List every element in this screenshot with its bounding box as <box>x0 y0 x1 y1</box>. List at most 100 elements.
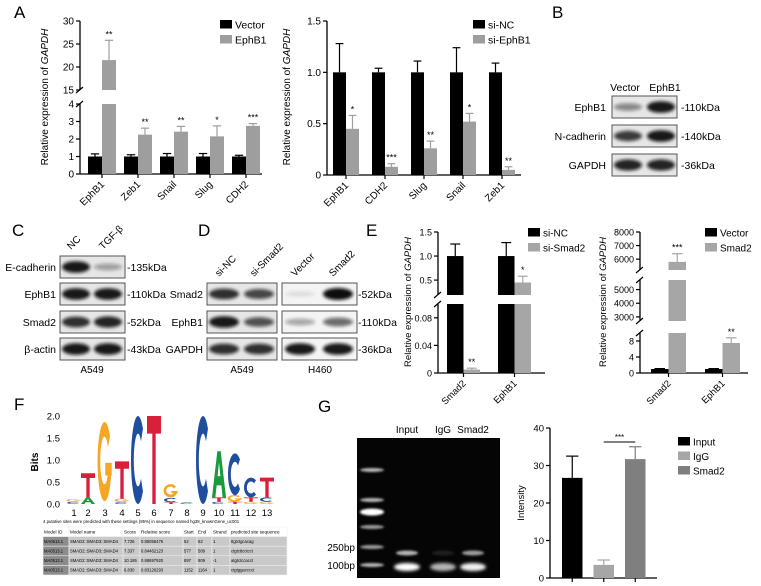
logo-letter-shape <box>244 477 256 498</box>
table-cell-value: 589 <box>198 549 206 554</box>
position-label: 12 <box>246 508 257 519</box>
protein-band <box>323 343 353 355</box>
y-tick-label: 3000 <box>614 312 634 322</box>
ladder-band <box>360 545 384 549</box>
ladder-band <box>360 563 384 567</box>
bar-si-nc-slug <box>411 72 424 175</box>
logo-letter-g-icon <box>163 484 178 498</box>
x-tick-label: Smad2 <box>645 378 674 407</box>
protein-band <box>209 316 239 328</box>
y-tick-label: 0 <box>68 170 74 181</box>
lane-label: IgG <box>435 425 451 436</box>
logo-letter-shape <box>81 497 95 504</box>
table-cell-value: ttgtctgcacag <box>231 539 254 544</box>
logo-letter-g-icon <box>97 421 112 502</box>
y-tick-label: 40 <box>533 424 544 435</box>
protein-band <box>209 288 239 300</box>
protein-label: GAPDH <box>166 344 203 356</box>
table-cell-value: MA0513.1 <box>44 558 64 563</box>
axis-break-mark <box>635 276 644 284</box>
lane-label: TGF-β <box>97 224 126 253</box>
bar-values-igg <box>593 564 614 578</box>
y-tick-label: 30 <box>63 17 75 28</box>
logo-letter-c-icon <box>212 501 224 504</box>
table-header-label: Strand <box>213 529 227 534</box>
bar-ephb1-cdh2 <box>246 125 260 174</box>
position-label: 3 <box>102 508 107 519</box>
table-cell-value: 52 <box>184 539 189 544</box>
y-axis-title: Relative expression of GAPDH <box>403 237 414 367</box>
protein-label: EphB1 <box>171 317 203 329</box>
bar-si-smad2-smad2 <box>463 369 480 373</box>
protein-band <box>94 263 122 271</box>
axis-break-mark <box>75 100 84 108</box>
logo-letter-shape <box>105 462 112 476</box>
y-axis-title: Relative expression of GAPDH <box>598 237 609 367</box>
dna-band <box>462 550 484 556</box>
logo-letter-g-icon <box>243 501 258 504</box>
y-tick-label: 6000 <box>614 255 634 265</box>
y-tick-label: 3 <box>68 117 74 128</box>
logo-letter-shape <box>115 461 129 499</box>
significance-label: ** <box>141 117 149 127</box>
y-tick-label: 1.5 <box>307 17 321 28</box>
bar-vector-cdh2 <box>232 156 246 174</box>
table-cell-value: 1 <box>213 568 216 573</box>
legend-label: si-EphB1 <box>488 35 531 47</box>
logo-letter-shape <box>163 484 178 498</box>
logo-letter-shape <box>81 473 95 498</box>
bar-si-nc-ephb1 <box>333 72 346 175</box>
bar-ephb1-ephb1 <box>102 104 116 174</box>
table-header-label: Model ID <box>44 529 63 534</box>
bar-si-smad2-ephb1 <box>514 304 531 373</box>
bar-smad2-ephb1 <box>722 343 740 373</box>
bar-chart-g2: 0 10 20 30 40 Intensity Input IgG Smad2 *** <box>516 424 725 585</box>
cell-line-label: A549 <box>80 365 104 376</box>
blot-box <box>206 337 278 361</box>
y-tick-label: 1.5 <box>419 228 432 238</box>
table-cell-value: 1164 <box>198 568 208 573</box>
blot-box <box>281 310 358 334</box>
table-cell-value: SMAD2::SMAD3::SMAD4 <box>70 558 119 563</box>
logo-letter-c-icon <box>228 453 240 496</box>
protein-band <box>285 291 315 297</box>
position-label: 8 <box>184 508 189 519</box>
legend-swatch <box>220 35 232 44</box>
logo-letter-shape <box>227 494 242 502</box>
table-cell-value: SMAD2::SMAD3::SMAD4 <box>70 539 119 544</box>
y-axis-title: Bits <box>30 452 41 471</box>
logo-letter-g-icon <box>227 494 242 502</box>
position-label: 13 <box>262 508 273 519</box>
cell-line-label: A549 <box>230 365 254 376</box>
logo-letter-c-icon <box>115 502 127 504</box>
western-blot-c: NC TGF-β E-cadherin -135kDa EphB1 -110kDa Smad… <box>5 224 167 361</box>
legend-label: si-Smad2 <box>543 244 586 255</box>
x-tick-label: EphB1 <box>322 180 351 209</box>
table-header-label: Relative score <box>141 529 171 534</box>
logo-letter-t-icon <box>81 473 95 498</box>
bar-chart-a1: 0 1 2 3 4 15 20 25 30 Relative expression of GAPD… <box>40 17 267 209</box>
significance-label: *** <box>248 113 259 123</box>
logo-letter-t-icon <box>115 461 129 499</box>
x-tick-label: EphB1 <box>78 179 107 208</box>
protein-band <box>62 316 90 328</box>
logo-letter-g-icon <box>259 501 274 504</box>
table-cell-value: 1 <box>213 539 216 544</box>
y-tick-label: 20 <box>63 63 75 74</box>
legend-label: EphB1 <box>235 35 267 47</box>
y-tick-label: 0 <box>315 171 321 182</box>
protein-band <box>209 343 239 355</box>
protein-band <box>647 130 675 142</box>
panel-letter-c: C <box>12 221 24 240</box>
logo-letter-t-icon <box>212 497 226 502</box>
lane-label: Vector <box>289 251 317 279</box>
ladder-band <box>360 498 384 502</box>
logo-letter-c-icon <box>67 501 79 504</box>
position-label: 9 <box>200 508 205 519</box>
logo-letter-shape <box>131 416 143 504</box>
logo-letter-g-icon <box>66 499 81 502</box>
table-cell <box>229 565 288 576</box>
protein-label: EphB1 <box>24 289 56 301</box>
logo-letter-g-icon <box>114 498 129 503</box>
